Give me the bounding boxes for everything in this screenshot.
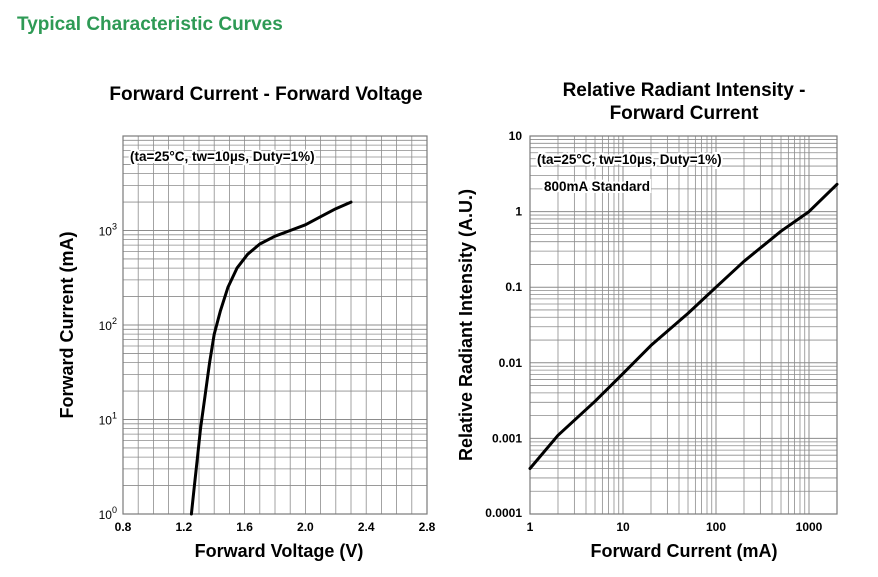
chart-title: Forward Current [610,103,760,124]
y-axis-label: Relative Radiant Intensity (A.U.) [456,189,476,461]
annotation-text: 800mA Standard [544,179,650,194]
x-tick-label: 100 [706,520,726,534]
annotation-text: (ta=25°C, tw=10µs, Duty=1%) [537,152,722,167]
y-tick-base: 10 [99,414,113,428]
grid-lines [529,135,838,515]
plot-frame [122,135,428,515]
y-tick-label: 1 [515,205,522,219]
data-series-line [528,182,839,470]
y-tick-label: 102 [99,316,117,333]
data-series-line [189,200,353,516]
y-tick-label: 100 [99,505,117,522]
y-tick-exponent: 1 [112,411,117,421]
radiant-intensity-current-chart: Relative Radiant Intensity -Forward Curr… [456,80,839,561]
y-tick-label: 10 [509,129,523,143]
x-tick-label: 1 [527,520,534,534]
y-tick-label: 0.01 [499,356,523,370]
x-tick-label: 1.6 [236,520,253,534]
y-tick-base: 10 [99,508,113,522]
x-tick-label: 2.8 [419,520,436,534]
forward-current-voltage-chart: Forward Current - Forward Voltage Forward… [57,84,436,561]
chart-title: Relative Radiant Intensity - [563,80,806,101]
y-tick-label: 101 [99,411,117,428]
x-tick-label: 1000 [796,520,823,534]
x-tick-label: 10 [616,520,630,534]
page-heading: Typical Characteristic Curves [17,14,283,35]
x-axis-label: Forward Current (mA) [590,541,777,561]
y-tick-exponent: 3 [112,222,117,232]
chart-title: Forward Current - Forward Voltage [109,84,422,105]
x-tick-label: 1.2 [175,520,192,534]
y-tick-exponent: 2 [112,316,117,326]
x-tick-label: 0.8 [115,520,132,534]
y-tick-label: 0.1 [505,280,522,294]
plot-frame [529,135,838,515]
y-axis-label: Forward Current (mA) [57,231,77,418]
y-tick-label: 0.001 [492,431,522,445]
y-tick-exponent: 0 [112,505,117,515]
y-tick-base: 10 [99,225,113,239]
y-tick-base: 10 [99,319,113,333]
y-tick-label: 0.0001 [485,506,522,520]
y-tick-label: 103 [99,222,117,239]
x-axis-label: Forward Voltage (V) [195,541,364,561]
x-tick-label: 2.4 [358,520,375,534]
grid-lines [123,135,427,515]
x-tick-label: 2.0 [297,520,314,534]
annotation-text: (ta=25°C, tw=10µs, Duty=1%) [130,149,315,164]
